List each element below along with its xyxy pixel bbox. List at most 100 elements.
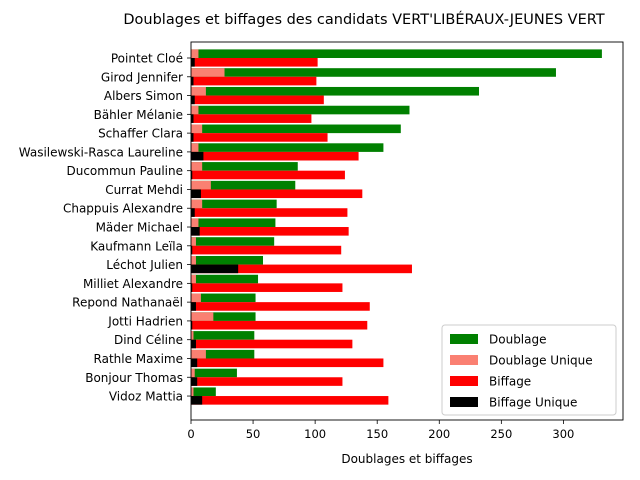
category-label-wasilewski-rasca-laureline: Wasilewski-Rasca Laureline xyxy=(19,145,183,159)
bar-biffage-lechot-julien xyxy=(191,264,412,274)
bar-doublage-unique-albers-simon xyxy=(191,86,206,96)
bar-doublage-dind-celine xyxy=(191,331,255,340)
bar-biffage-repond-nathanael xyxy=(191,302,370,311)
x-axis-ticks: 0 50 100 150 200 250 300 xyxy=(187,420,574,441)
legend-label-doublage-unique: Doublage Unique xyxy=(489,354,593,368)
bar-doublage-unique-rathle-maxime xyxy=(191,349,206,359)
bar-biffage-currat-mehdi xyxy=(191,189,363,199)
bar-biffage-dind-celine xyxy=(191,339,353,349)
bar-biffage-wasilewski-rasca-laureline xyxy=(191,151,359,161)
bar-doublage-unique-bonjour-thomas xyxy=(191,368,195,378)
bar-doublage-vidoz-mattia xyxy=(191,387,216,397)
bar-biffage-unique-girod-jennifer xyxy=(191,76,194,86)
category-labels: Pointet Cloé Girod Jennifer Albers Simon Bä… xyxy=(19,52,191,404)
bar-biffage-bonjour-thomas xyxy=(191,377,343,386)
legend: Doublage Doublage Unique Biffage Biffage Un… xyxy=(441,324,617,416)
bar-biffage-rathle-maxime xyxy=(191,358,384,368)
plot-frame xyxy=(190,41,624,421)
bar-doublage-ducommun-pauline xyxy=(191,162,298,171)
bar-biffage-unique-albers-simon xyxy=(191,95,195,105)
x-axis-label: Doublages et biffages xyxy=(341,452,472,466)
bar-biffage-chappuis-alexandre xyxy=(191,208,348,217)
legend-label-doublage: Doublage xyxy=(489,333,547,347)
bar-doublage-schaffer-clara xyxy=(191,124,401,134)
category-label-ducommun-pauline: Ducommun Pauline xyxy=(66,164,183,178)
category-label-pointet-cloe: Pointet Cloé xyxy=(111,52,183,66)
category-label-bonjour-thomas: Bonjour Thomas xyxy=(85,371,183,385)
bar-biffage-unique-repond-nathanael xyxy=(191,302,196,311)
category-label-repond-nathanael: Repond Nathanaël xyxy=(72,296,183,310)
legend-label-biffage: Biffage xyxy=(489,375,531,389)
bar-doublage-jotti-hadrien xyxy=(191,312,256,321)
bar-biffage-vidoz-mattia xyxy=(191,396,389,405)
bar-biffage-unique-dind-celine xyxy=(191,339,196,349)
bar-biffage-pointet-cloe xyxy=(191,58,318,67)
legend-box xyxy=(441,324,617,416)
legend-swatch-doublage-unique xyxy=(450,355,478,365)
bar-doublage-repond-nathanael xyxy=(191,293,256,303)
bar-doublage-lechot-julien xyxy=(191,255,263,265)
bar-doublage-unique-bahler-melanie xyxy=(191,105,199,115)
bar-doublage-unique-milliet-alexandre xyxy=(191,274,196,284)
bar-doublage-unique-wasilewski-rasca-laureline xyxy=(191,143,199,152)
bar-doublage-unique-jotti-hadrien xyxy=(191,312,214,321)
bar-biffage-unique-wasilewski-rasca-laureline xyxy=(191,151,204,161)
x-tick-label: 200 xyxy=(428,427,450,441)
category-label-albers-simon: Albers Simon xyxy=(104,89,183,103)
category-label-rathle-maxime: Rathle Maxime xyxy=(94,352,183,366)
category-label-lechot-julien: Léchot Julien xyxy=(106,258,183,272)
category-label-schaffer-clara: Schaffer Clara xyxy=(98,127,183,141)
bar-biffage-unique-kaufmann-leila xyxy=(191,245,193,255)
bar-doublage-unique-kaufmann-leila xyxy=(191,237,196,246)
bar-doublage-unique-ducommun-pauline xyxy=(191,162,203,171)
legend-swatch-biffage-unique xyxy=(450,397,478,407)
bar-biffage-ducommun-pauline xyxy=(191,170,345,180)
bar-biffage-kaufmann-leila xyxy=(191,245,342,255)
bar-biffage-unique-ducommun-pauline xyxy=(191,170,193,180)
bar-doublage-unique-repond-nathanael xyxy=(191,293,201,303)
bar-biffage-unique-milliet-alexandre xyxy=(191,283,193,292)
x-tick-label: 50 xyxy=(246,427,261,441)
bar-biffage-mader-michael xyxy=(191,227,349,236)
category-label-vidoz-mattia: Vidoz Mattia xyxy=(109,390,183,404)
bar-doublage-unique-schaffer-clara xyxy=(191,124,203,134)
bars-layer xyxy=(191,49,602,405)
bar-biffage-unique-schaffer-clara xyxy=(191,133,194,142)
category-label-mader-michael: Mäder Michael xyxy=(96,221,183,235)
bar-doublage-milliet-alexandre xyxy=(191,274,259,284)
bar-biffage-unique-mader-michael xyxy=(191,227,200,236)
bar-doublage-kaufmann-leila xyxy=(191,237,275,246)
category-label-bahler-melanie: Bähler Mélanie xyxy=(94,108,183,122)
bar-biffage-girod-jennifer xyxy=(191,76,317,86)
x-tick-label: 100 xyxy=(304,427,326,441)
bar-biffage-albers-simon xyxy=(191,95,324,105)
legend-label-biffage-unique: Biffage Unique xyxy=(489,396,577,410)
category-label-chappuis-alexandre: Chappuis Alexandre xyxy=(63,202,183,216)
x-tick-label: 250 xyxy=(490,427,512,441)
bar-doublage-unique-chappuis-alexandre xyxy=(191,199,203,209)
bar-doublage-albers-simon xyxy=(191,86,479,96)
bar-biffage-unique-currat-mehdi xyxy=(191,189,201,199)
bar-doublage-girod-jennifer xyxy=(191,68,556,77)
bar-doublage-rathle-maxime xyxy=(191,349,255,359)
category-label-currat-mehdi: Currat Mehdi xyxy=(105,183,183,197)
bar-biffage-unique-pointet-cloe xyxy=(191,58,195,67)
category-label-girod-jennifer: Girod Jennifer xyxy=(101,70,183,84)
x-tick-label: 300 xyxy=(552,427,574,441)
bar-doublage-bahler-melanie xyxy=(191,105,410,115)
bar-biffage-unique-chappuis-alexandre xyxy=(191,208,195,217)
bar-doublage-currat-mehdi xyxy=(191,180,296,190)
bar-biffage-unique-bahler-melanie xyxy=(191,114,194,123)
bar-biffage-bahler-melanie xyxy=(191,114,312,123)
bar-doublage-unique-currat-mehdi xyxy=(191,180,211,190)
legend-swatch-biffage xyxy=(450,376,478,386)
bar-doublage-mader-michael xyxy=(191,218,276,228)
bar-biffage-unique-rathle-maxime xyxy=(191,358,198,368)
bar-doublage-unique-mader-michael xyxy=(191,218,199,228)
bar-biffage-unique-vidoz-mattia xyxy=(191,396,203,405)
bar-doublage-unique-pointet-cloe xyxy=(191,49,199,58)
category-label-dind-celine: Dind Céline xyxy=(114,333,183,347)
legend-swatch-doublage xyxy=(450,334,478,344)
bar-biffage-schaffer-clara xyxy=(191,133,328,142)
